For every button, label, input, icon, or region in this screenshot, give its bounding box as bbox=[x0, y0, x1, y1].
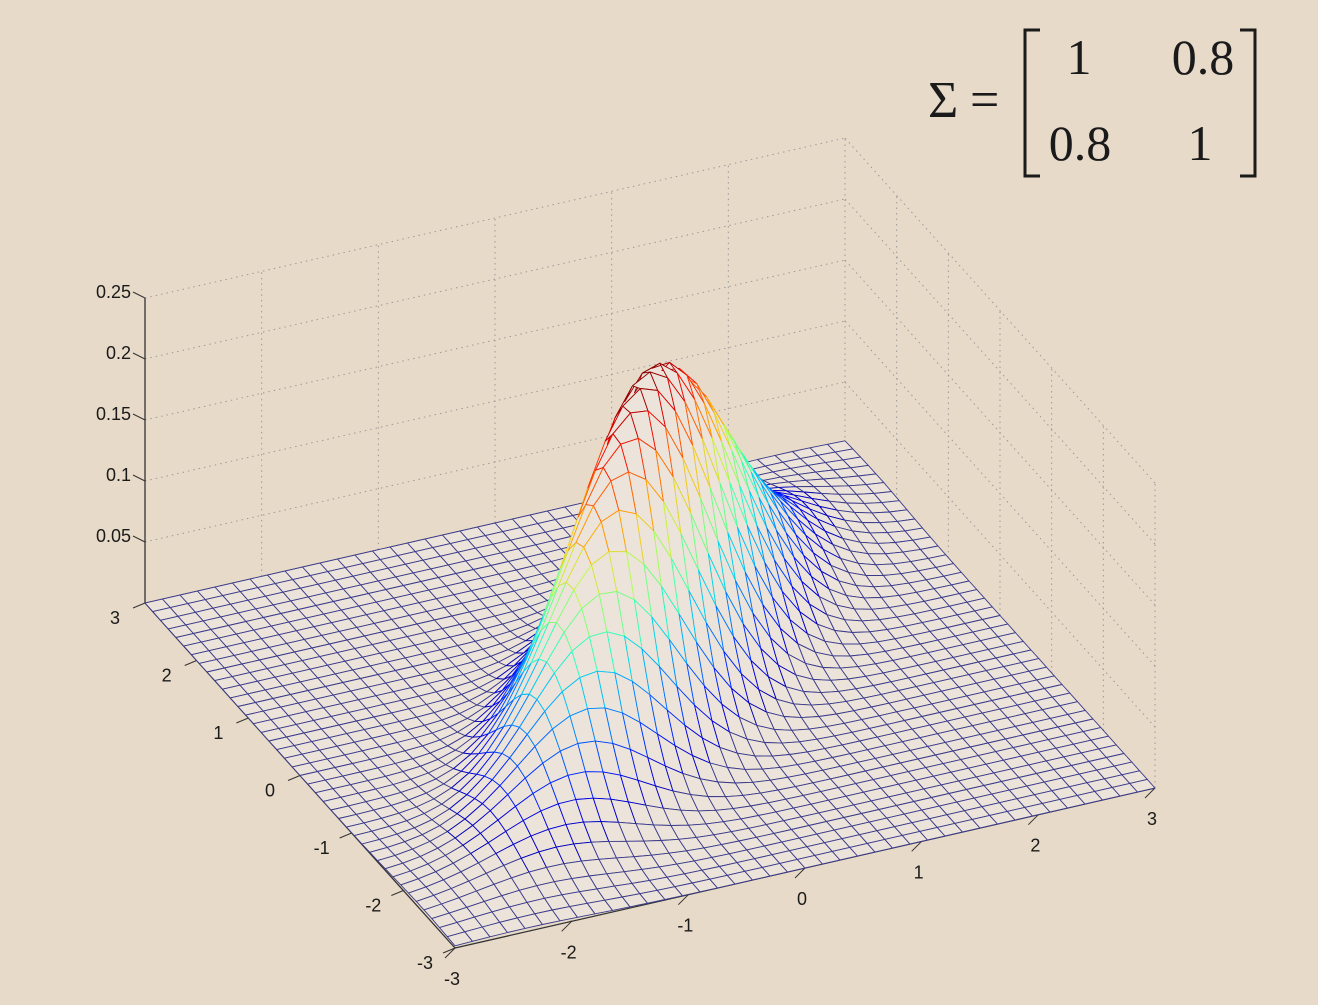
z-tick-label: 0.2 bbox=[106, 343, 131, 363]
x-tick-mark bbox=[444, 947, 456, 959]
x-tick-mark bbox=[911, 840, 923, 852]
x-tick-label: 3 bbox=[1147, 809, 1157, 829]
x-tick-mark bbox=[677, 894, 689, 906]
matrix-cell-21: 0.8 bbox=[1049, 115, 1112, 171]
x-tick-mark bbox=[1027, 814, 1039, 826]
y-tick-label: -3 bbox=[417, 953, 433, 973]
z-tick-label: 0.05 bbox=[96, 526, 131, 546]
z-tick-mark bbox=[132, 413, 146, 421]
matrix-cell-12: 0.8 bbox=[1172, 29, 1235, 85]
x-tick-label: 2 bbox=[1030, 836, 1040, 856]
tick-labels: -3 -2 -1 0 1 2 3 -3 -2 -1 0 1 2 3 0.05 0.1 0.15 0.2 0.25 bbox=[96, 282, 1157, 989]
mesh-cell bbox=[1129, 778, 1156, 793]
y-tick-label: 1 bbox=[213, 723, 223, 743]
x-tick-mark bbox=[794, 867, 806, 879]
z-tick-label: 0.1 bbox=[106, 465, 131, 485]
y-tick-mark bbox=[339, 832, 352, 839]
x-tick-mark bbox=[561, 920, 573, 932]
gridline bbox=[844, 198, 1156, 545]
z-tick-mark bbox=[132, 535, 146, 543]
z-tick-label: 0.25 bbox=[96, 282, 131, 302]
y-tick-label: 2 bbox=[162, 666, 172, 686]
right-bracket bbox=[1240, 28, 1257, 178]
z-tick-mark bbox=[132, 474, 146, 482]
y-tick-mark bbox=[236, 717, 249, 724]
y-tick-label: 3 bbox=[110, 608, 120, 628]
x-tick-label: -3 bbox=[444, 969, 460, 989]
x-tick-label: -2 bbox=[561, 942, 577, 962]
equals-sign: = bbox=[970, 72, 999, 129]
surface-mesh bbox=[144, 361, 1156, 947]
gridline bbox=[844, 320, 1156, 667]
matrix-cell-22: 1 bbox=[1188, 115, 1213, 171]
y-tick-label: -1 bbox=[314, 838, 330, 858]
sigma-symbol: Σ bbox=[928, 72, 958, 129]
y-tick-label: -2 bbox=[365, 896, 381, 916]
x-tick-label: 0 bbox=[797, 889, 807, 909]
gridline bbox=[844, 259, 1156, 606]
y-tick-mark bbox=[442, 947, 456, 954]
z-tick-mark bbox=[132, 291, 146, 299]
y-tick-mark bbox=[287, 775, 301, 781]
z-tick-label: 0.15 bbox=[96, 404, 131, 424]
covariance-equation: Σ = 1 0.8 0.8 1 bbox=[928, 28, 1257, 178]
y-tick-label: 0 bbox=[265, 781, 275, 801]
matrix-cell-11: 1 bbox=[1067, 29, 1092, 85]
x-tick-label: -1 bbox=[677, 916, 693, 936]
x-tick-label: 1 bbox=[914, 862, 924, 882]
z-tick-mark bbox=[132, 352, 146, 360]
gridline bbox=[844, 137, 1156, 484]
x-tick-mark bbox=[1144, 787, 1156, 799]
y-tick-mark bbox=[132, 602, 146, 609]
gridline bbox=[844, 381, 1156, 728]
left-bracket bbox=[1023, 28, 1040, 178]
y-tick-mark bbox=[184, 660, 197, 666]
y-tick-mark bbox=[391, 890, 404, 896]
